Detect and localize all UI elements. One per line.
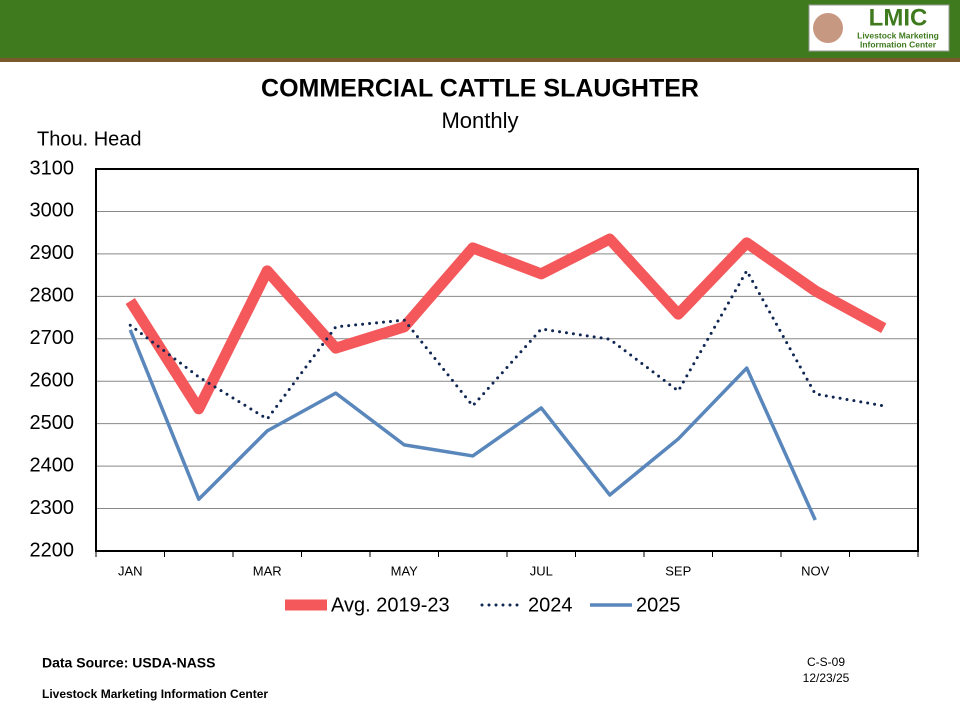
header-rule xyxy=(0,58,960,62)
org: Livestock Marketing Information Center xyxy=(42,687,268,701)
logo-subtitle: Livestock Marketing xyxy=(857,30,939,40)
y-tick-label: 2200 xyxy=(30,539,75,561)
x-tick-label: MAY xyxy=(391,563,419,578)
y-tick-label: 2300 xyxy=(30,497,75,519)
logo-subtitle: Information Center xyxy=(860,39,937,49)
series-line xyxy=(128,269,886,421)
y-tick-label: 2800 xyxy=(30,285,75,307)
y-tick-label: 2400 xyxy=(30,454,75,476)
legend-label: 2024 xyxy=(528,594,573,616)
chart-title: COMMERCIAL CATTLE SLAUGHTER xyxy=(261,75,699,103)
series-line xyxy=(125,233,887,415)
y-axis-label: Thou. Head xyxy=(37,128,142,150)
header-band xyxy=(0,0,960,58)
y-tick-label: 2600 xyxy=(30,370,75,392)
y-tick-label: 2500 xyxy=(30,412,75,434)
logo-title: LMIC xyxy=(869,4,928,31)
y-tick-label: 2700 xyxy=(30,327,75,349)
y-tick-label: 2900 xyxy=(30,242,75,264)
y-tick-label: 3000 xyxy=(30,200,75,222)
date: 12/23/25 xyxy=(803,671,850,685)
legend-label: 2025 xyxy=(636,594,681,616)
y-tick-label: 3100 xyxy=(30,157,75,179)
x-tick-label: NOV xyxy=(801,563,830,578)
x-tick-label: JAN xyxy=(118,563,143,578)
x-tick-label: JUL xyxy=(530,563,553,578)
x-tick-label: SEP xyxy=(665,563,691,578)
source: Data Source: USDA-NASS xyxy=(42,655,215,671)
x-tick-label: MAR xyxy=(253,563,282,578)
legend-label: Avg. 2019-23 xyxy=(331,594,450,616)
logo-icon xyxy=(813,13,843,43)
chart-subtitle: Monthly xyxy=(441,108,518,133)
series-line xyxy=(128,329,817,521)
code: C-S-09 xyxy=(807,655,845,669)
